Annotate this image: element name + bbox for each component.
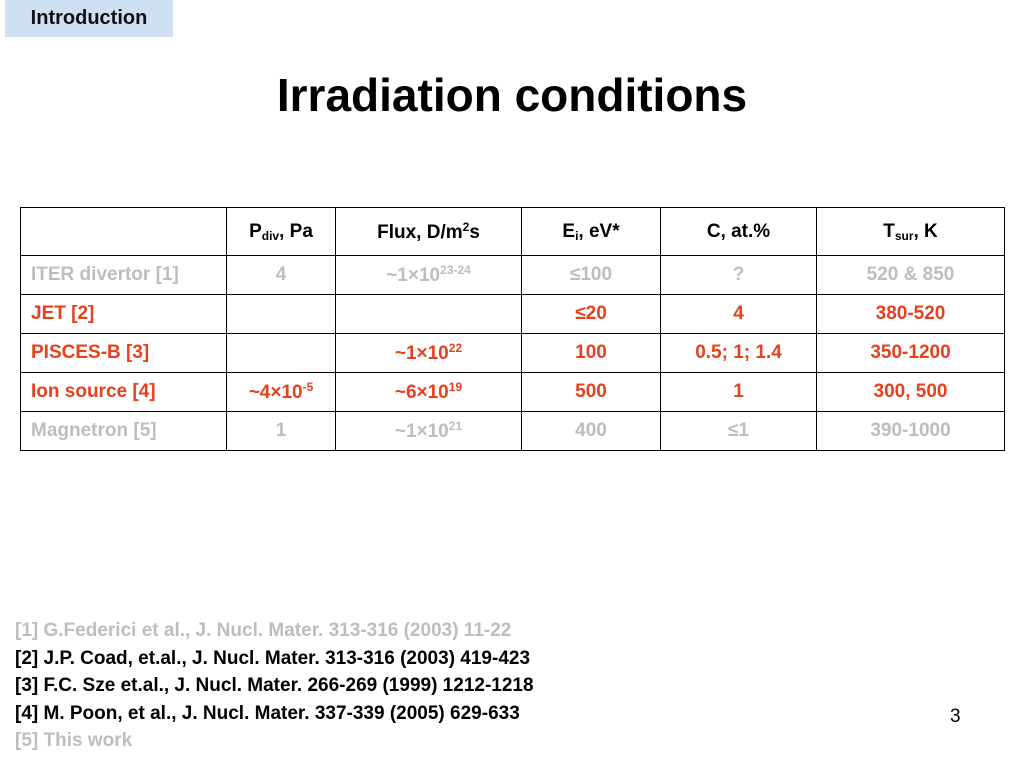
- table-cell: 100: [521, 333, 661, 373]
- table-cell: 0.5; 1; 1.4: [660, 333, 817, 373]
- table-row: Ion source [4] ~4×10-5 ~6×1019 500 1 300, 500: [20, 372, 1005, 412]
- conditions-table: Pdiv, Pa Flux, D/m2s Ei, eV* C, at.% Tsur, K…: [20, 207, 1005, 451]
- superscript: 23-24: [440, 263, 471, 277]
- reference: [5] This work: [15, 730, 133, 752]
- table-cell: 350-1200: [816, 333, 1005, 373]
- section-tab: Introduction: [5, 0, 173, 37]
- table-cell: 4: [226, 255, 336, 295]
- cell-text: C, at.%: [706, 220, 771, 242]
- cell-text: E: [562, 220, 576, 242]
- cell-text: Magnetron [5]: [31, 420, 157, 441]
- table-cell: 500: [521, 372, 661, 412]
- subscript: div: [261, 228, 280, 243]
- cell-text: 300, 500: [873, 381, 948, 402]
- cell-text: 520 & 850: [866, 264, 955, 285]
- cell-text: ≤100: [569, 264, 613, 285]
- cell-text: s: [469, 221, 480, 243]
- cell-text: PISCES-B [3]: [31, 342, 150, 363]
- cell-text: 4: [733, 303, 744, 324]
- table-cell: 520 & 850: [816, 255, 1005, 295]
- table-cell: 400: [521, 411, 661, 451]
- table-cell: ~1×1023-24: [335, 255, 522, 295]
- table-cell: PISCES-B [3]: [20, 333, 227, 373]
- table-cell: [20, 207, 227, 256]
- cell-text: T: [883, 220, 895, 242]
- table-cell: ≤20: [521, 294, 661, 334]
- table-cell: ~4×10-5: [226, 372, 336, 412]
- table-cell: ≤100: [521, 255, 661, 295]
- superscript: 22: [448, 341, 463, 355]
- table-row: PISCES-B [3] ~1×1022 100 0.5; 1; 1.4 350-120…: [20, 333, 1005, 373]
- superscript: -5: [302, 380, 314, 394]
- table-cell: C, at.%: [660, 207, 817, 256]
- table-cell: Ion source [4]: [20, 372, 227, 412]
- superscript: 2: [462, 219, 470, 234]
- table-cell: ?: [660, 255, 817, 295]
- cell-text: , K: [913, 220, 938, 242]
- table-cell: ~1×1022: [335, 333, 522, 373]
- cell-text: 500: [575, 381, 607, 402]
- table-cell: Tsur, K: [816, 207, 1005, 256]
- superscript: 19: [448, 380, 463, 394]
- table-cell: ~1×1021: [335, 411, 522, 451]
- cell-text: Flux, D/m: [377, 221, 463, 243]
- cell-text: 350-1200: [870, 342, 951, 363]
- cell-text: 4: [275, 264, 287, 285]
- cell-text: 380-520: [875, 303, 946, 324]
- table-cell: [226, 333, 336, 373]
- table-cell: 300, 500: [816, 372, 1005, 412]
- cell-text: ≤1: [728, 420, 749, 441]
- cell-text: ~4×10: [248, 382, 303, 403]
- cell-text: 0.5; 1; 1.4: [695, 342, 782, 363]
- table-row: Magnetron [5] 1 ~1×1021 400 ≤1 390-1000: [20, 411, 1005, 451]
- table-cell: 1: [660, 372, 817, 412]
- table-cell: 380-520: [816, 294, 1005, 334]
- table-cell: ≤1: [660, 411, 817, 451]
- table-cell: 1: [226, 411, 336, 451]
- table-cell: 390-1000: [816, 411, 1005, 451]
- cell-text: , eV*: [578, 220, 620, 242]
- table-cell: ITER divertor [1]: [20, 255, 227, 295]
- table-cell: Ei, eV*: [521, 207, 661, 256]
- cell-text: ~1×10: [386, 265, 441, 286]
- table-cell: Magnetron [5]: [20, 411, 227, 451]
- table-cell: 4: [660, 294, 817, 334]
- table-cell: [226, 294, 336, 334]
- table-cell: ~6×1019: [335, 372, 522, 412]
- table-row: JET [2] ≤20 4 380-520: [20, 294, 1005, 334]
- cell-text: JET [2]: [31, 303, 95, 324]
- cell-text: ITER divertor [1]: [31, 264, 179, 285]
- reference: [3] F.C. Sze et.al., J. Nucl. Mater. 266…: [15, 675, 534, 697]
- cell-text: ≤20: [575, 303, 607, 324]
- table-cell: Pdiv, Pa: [226, 207, 336, 256]
- subscript: i: [575, 228, 579, 243]
- reference: [2] J.P. Coad, et.al., J. Nucl. Mater. 3…: [15, 647, 531, 669]
- cell-text: ~1×10: [394, 343, 449, 364]
- cell-text: 1: [275, 420, 287, 441]
- page-number: 3: [950, 706, 961, 727]
- cell-text: 100: [575, 342, 607, 363]
- cell-text: ?: [732, 264, 745, 285]
- table-cell: [335, 294, 522, 334]
- table-cell: Flux, D/m2s: [335, 207, 522, 256]
- references: [1] G.Federici et al., J. Nucl. Mater. 3…: [15, 617, 534, 755]
- slide-title: Irradiation conditions: [276, 69, 748, 121]
- header-row: Pdiv, Pa Flux, D/m2s Ei, eV* C, at.% Tsur, K: [20, 207, 1005, 256]
- table-row: ITER divertor [1] 4 ~1×1023-24 ≤100? 520 & 8…: [20, 255, 1005, 295]
- cell-text: 1: [733, 381, 744, 402]
- cell-text: 400: [575, 420, 607, 441]
- reference: [4] M. Poon, et al., J. Nucl. Mater. 337…: [15, 702, 520, 724]
- cell-text: ~1×10: [394, 421, 449, 442]
- cell-text: ~6×10: [394, 382, 449, 403]
- subscript: sur: [894, 228, 914, 243]
- cell-text: P: [249, 220, 262, 242]
- cell-text: , Pa: [279, 220, 313, 242]
- superscript: 21: [448, 419, 463, 433]
- table-cell: JET [2]: [20, 294, 227, 334]
- reference: [1] G.Federici et al., J. Nucl. Mater. 3…: [15, 620, 512, 641]
- cell-text: 390-1000: [870, 420, 951, 441]
- cell-text: Ion source [4]: [31, 381, 156, 402]
